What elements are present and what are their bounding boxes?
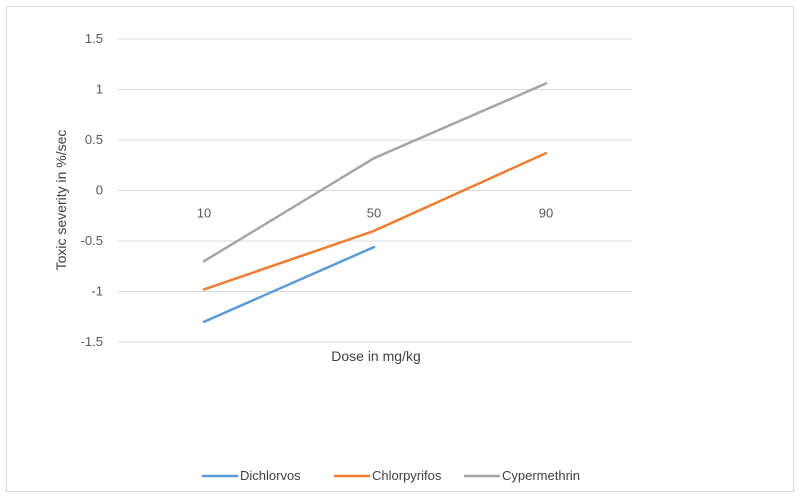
y-tick-label: 1	[96, 82, 103, 97]
x-tick-label: 10	[197, 206, 211, 221]
series-line-cypermethrin	[202, 82, 548, 263]
x-axis-tick-labels: 10 50 90	[197, 206, 553, 221]
series-lines	[202, 82, 548, 324]
y-tick-label: -0.5	[81, 233, 103, 248]
y-tick-label: 1.5	[85, 31, 103, 46]
x-tick-label: 50	[367, 206, 381, 221]
series-line-chlorpyrifos	[202, 151, 548, 291]
y-tick-label: -1.5	[81, 334, 103, 349]
legend-label: Chlorpyrifos	[372, 468, 442, 483]
legend: Dichlorvos Chlorpyrifos Cypermethrin	[201, 468, 580, 483]
y-axis-tick-labels: 1.5 1 0.5 0 -0.5 -1 -1.5	[81, 31, 103, 349]
x-tick-label: 90	[539, 206, 553, 221]
y-tick-label: 0	[96, 183, 103, 198]
y-axis-title: Toxic severity in %/sec	[53, 130, 69, 271]
legend-label: Dichlorvos	[240, 468, 301, 483]
x-axis-title: Dose in mg/kg	[331, 348, 420, 364]
gridlines	[118, 38, 632, 343]
chart-frame	[6, 6, 794, 492]
legend-label: Cypermethrin	[502, 468, 580, 483]
y-tick-label: 0.5	[85, 132, 103, 147]
y-tick-label: -1	[91, 284, 103, 299]
series-line-dichlorvos	[202, 245, 376, 324]
